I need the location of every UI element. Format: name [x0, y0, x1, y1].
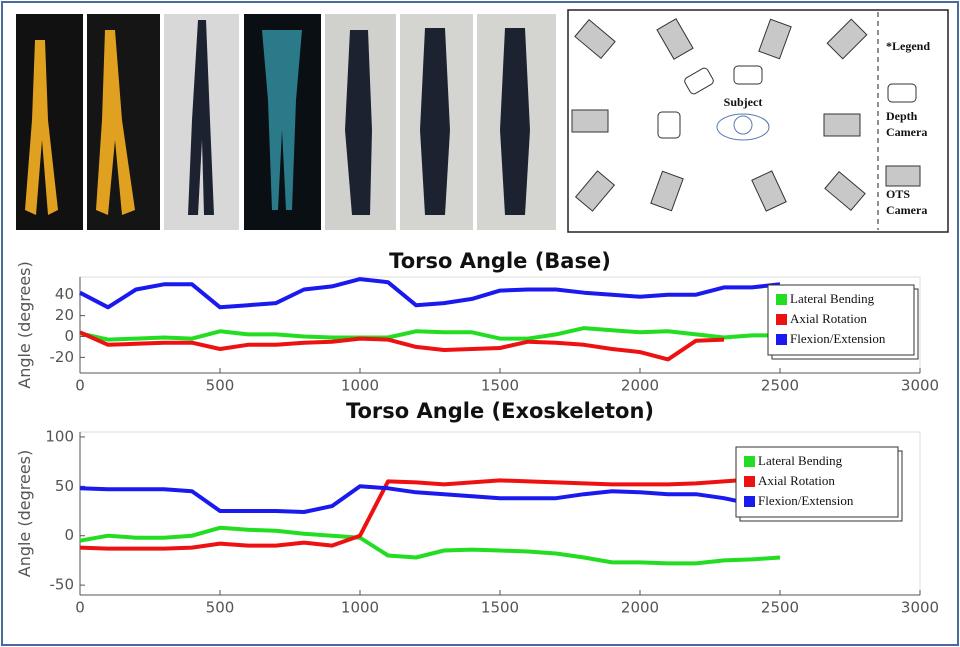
- legend-label: Axial Rotation: [758, 473, 835, 488]
- legend-label: Flexion/Extension: [758, 493, 854, 508]
- ots-camera: [823, 113, 861, 137]
- subject-head: [733, 115, 753, 135]
- ots-camera: [650, 170, 684, 212]
- legend-swatch: [744, 496, 755, 507]
- photo-figure: [500, 28, 530, 215]
- x-tick-label: 1500: [481, 377, 519, 395]
- x-tick-label: 1000: [341, 599, 379, 617]
- x-tick-label: 2000: [621, 599, 659, 617]
- photo-figure: [188, 20, 214, 215]
- camera-diagram: Subject *Legend Depth Camera OTS Camera: [567, 9, 949, 233]
- depth-label: Depth: [886, 109, 918, 123]
- ots-camera: [826, 18, 868, 60]
- x-tick-label: 2000: [621, 377, 659, 395]
- photo-figure: [96, 30, 135, 215]
- depth-camera: [657, 111, 681, 139]
- depth-camera-icon: [887, 83, 917, 103]
- legend-swatch: [744, 476, 755, 487]
- chart-title: Torso Angle (Base): [389, 249, 611, 273]
- ots-camera: [574, 18, 616, 60]
- series-line: [79, 477, 753, 551]
- y-tick-label: -20: [50, 348, 75, 366]
- ots-label: Camera: [886, 203, 927, 217]
- legend-swatch: [776, 314, 787, 325]
- x-tick-label: 2500: [761, 599, 799, 617]
- legend-label: Axial Rotation: [790, 311, 867, 326]
- x-tick-label: 3000: [901, 377, 939, 395]
- series-line: [79, 484, 753, 514]
- x-tick-label: 500: [206, 377, 235, 395]
- series-line: [79, 525, 781, 566]
- x-tick-label: 1000: [341, 377, 379, 395]
- series-line: [79, 326, 780, 342]
- ots-camera: [824, 170, 866, 212]
- depth-label: Camera: [886, 125, 927, 139]
- photo-figure: [345, 30, 372, 215]
- photo-figure: [25, 40, 58, 215]
- photos: [16, 14, 556, 230]
- legend-label: Flexion/Extension: [790, 331, 886, 346]
- legend-title: *Legend: [886, 39, 930, 53]
- chart-title: Torso Angle (Exoskeleton): [346, 399, 654, 423]
- legend-label: Lateral Bending: [758, 453, 843, 468]
- x-tick-label: 1500: [481, 599, 519, 617]
- x-tick-label: 3000: [901, 599, 939, 617]
- legend-swatch: [776, 294, 787, 305]
- y-tick-label: -50: [50, 576, 75, 594]
- x-tick-label: 2500: [761, 377, 799, 395]
- ots-label: OTS: [886, 187, 910, 201]
- y-tick-label: 20: [55, 306, 74, 324]
- ots-camera-icon: [885, 165, 921, 187]
- series-line: [79, 277, 781, 310]
- legend-swatch: [744, 456, 755, 467]
- legend-swatch: [776, 334, 787, 345]
- series-line: [79, 330, 725, 362]
- depth-camera: [684, 67, 714, 95]
- y-tick-label: 0: [64, 327, 74, 345]
- legend-label: Lateral Bending: [790, 291, 875, 306]
- legend-box: [767, 284, 915, 356]
- ots-camera: [751, 170, 787, 212]
- x-tick-label: 0: [75, 377, 85, 395]
- y-tick-label: 100: [45, 427, 74, 445]
- y-axis-label: Angle (degrees): [15, 261, 34, 389]
- ots-camera: [574, 170, 616, 212]
- y-tick-label: 40: [55, 285, 74, 303]
- photo-figure: [262, 30, 302, 210]
- legend-box: [735, 446, 899, 518]
- photo-figure: [420, 28, 450, 215]
- ots-camera: [656, 18, 694, 60]
- subject-label: Subject: [724, 95, 763, 109]
- y-tick-label: 0: [64, 526, 74, 544]
- depth-camera: [733, 65, 763, 85]
- x-tick-label: 500: [206, 599, 235, 617]
- y-tick-label: 50: [55, 477, 74, 495]
- y-axis-label: Angle (degrees): [15, 450, 34, 578]
- ots-camera: [571, 109, 609, 133]
- x-tick-label: 0: [75, 599, 85, 617]
- ots-camera: [758, 18, 792, 60]
